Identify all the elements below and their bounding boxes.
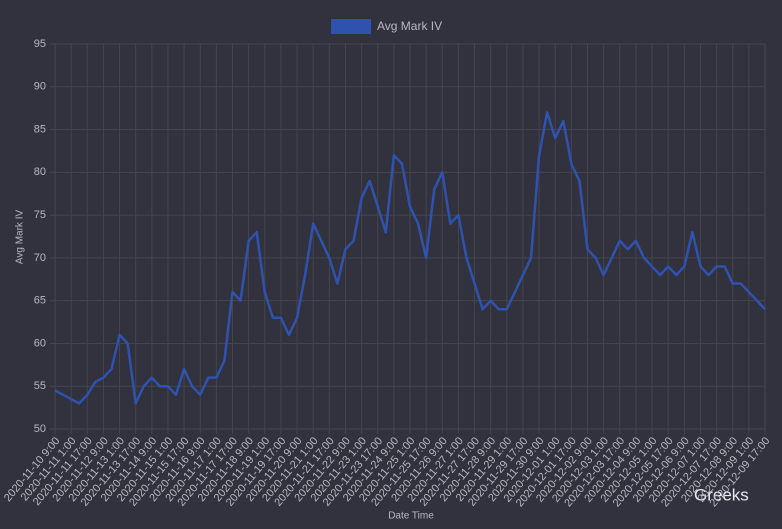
y-tick-label: 50 bbox=[34, 423, 46, 435]
y-tick-label: 70 bbox=[34, 252, 46, 264]
y-tick-label: 90 bbox=[34, 81, 46, 93]
y-tick-label: 75 bbox=[34, 209, 46, 221]
y-tick-label: 80 bbox=[34, 166, 46, 178]
x-axis-label: Date Time bbox=[388, 511, 434, 522]
y-tick-label: 60 bbox=[34, 337, 46, 349]
y-tick-label: 65 bbox=[34, 295, 46, 307]
legend-swatch[interactable] bbox=[331, 19, 371, 34]
y-axis-label: Avg Mark IV bbox=[15, 210, 26, 265]
y-tick-label: 95 bbox=[34, 38, 46, 50]
y-tick-label: 85 bbox=[34, 123, 46, 135]
line-series bbox=[54, 111, 766, 405]
y-tick-label: 55 bbox=[34, 380, 46, 392]
watermark: Greeks bbox=[694, 485, 749, 504]
legend-label[interactable]: Avg Mark IV bbox=[377, 19, 442, 33]
